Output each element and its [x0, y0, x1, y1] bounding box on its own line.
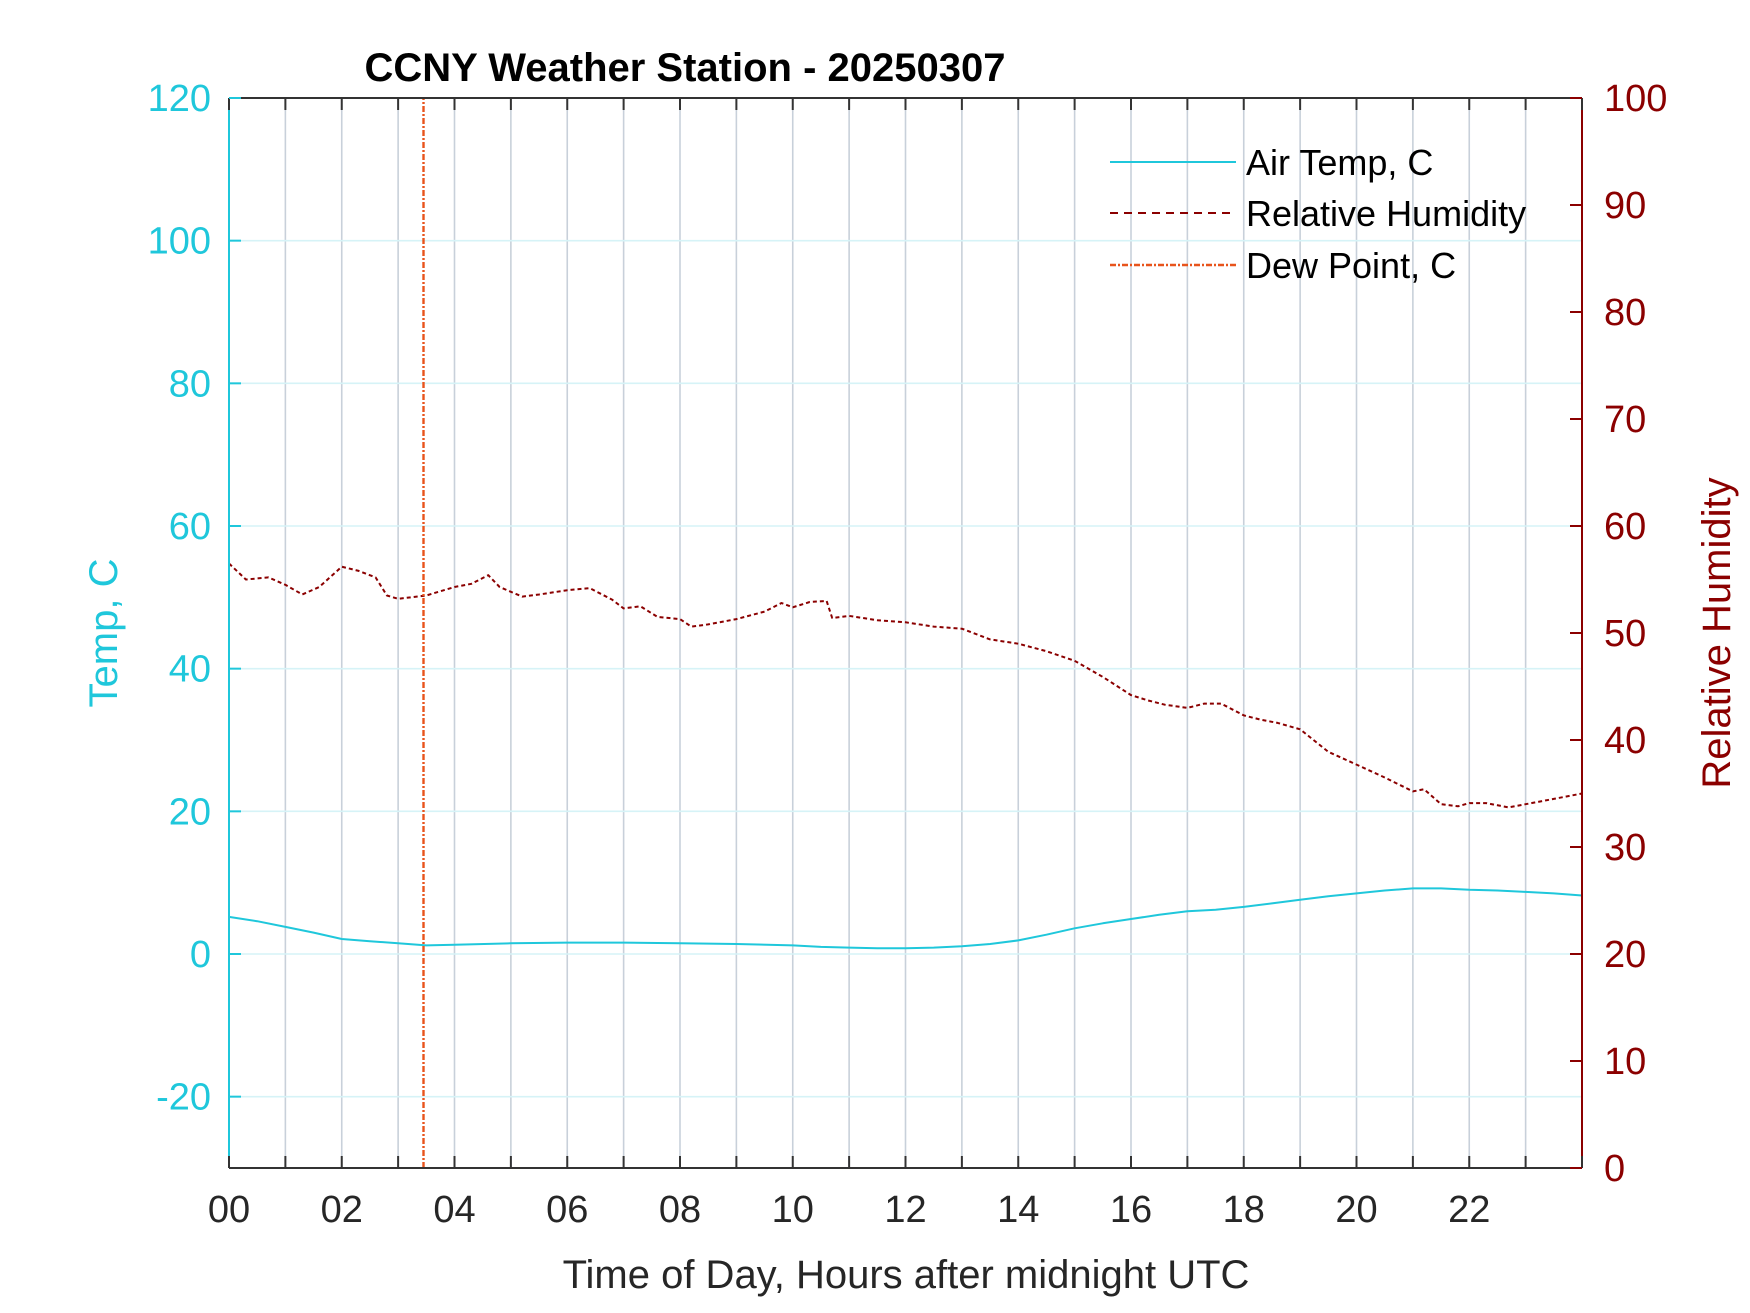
legend-label: Relative Humidity — [1246, 193, 1526, 234]
x-tick-label: 18 — [1223, 1189, 1265, 1231]
series-line-1 — [228, 562, 1583, 809]
left-tick-label: 100 — [148, 221, 211, 263]
left-tick-label: 120 — [148, 78, 211, 120]
right-tick-label: 30 — [1604, 827, 1646, 869]
right-tick-label: 10 — [1604, 1041, 1646, 1083]
right-tick-label: 0 — [1604, 1148, 1625, 1190]
chart-title: CCNY Weather Station - 20250307 — [365, 46, 1006, 90]
x-tick-label: 22 — [1448, 1189, 1490, 1231]
right-tick-label: 50 — [1604, 613, 1646, 655]
left-y-axis-label: Temp, C — [82, 559, 126, 708]
right-y-axis-label: Relative Humidity — [1695, 477, 1739, 788]
legend-label: Air Temp, C — [1246, 142, 1433, 183]
left-tick-label: 40 — [169, 649, 211, 691]
right-tick-label: 40 — [1604, 720, 1646, 762]
x-tick-label: 04 — [433, 1189, 475, 1231]
ticks-layer: 00 02 04 06 08 10 12 14 16 18 20 22-200204060801001… — [148, 78, 1668, 1231]
legend: Air Temp, C Relative Humidity Dew Point, C — [1110, 142, 1526, 286]
right-tick-label: 90 — [1604, 185, 1646, 227]
x-tick-label: 06 — [546, 1189, 588, 1231]
x-tick-label: 20 — [1335, 1189, 1377, 1231]
grid-layer — [229, 98, 1582, 1168]
left-tick-label: 80 — [169, 363, 211, 405]
x-tick-label: 16 — [1110, 1189, 1152, 1231]
x-tick-label: 08 — [659, 1189, 701, 1231]
x-tick-label: 02 — [321, 1189, 363, 1231]
right-tick-label: 60 — [1604, 506, 1646, 548]
x-tick-label: 12 — [884, 1189, 926, 1231]
right-tick-label: 80 — [1604, 292, 1646, 334]
x-tick-label: 14 — [997, 1189, 1039, 1231]
right-tick-label: 100 — [1604, 78, 1667, 120]
series-line-0 — [228, 887, 1583, 950]
legend-label: Dew Point, C — [1246, 245, 1456, 286]
x-tick-label: 00 — [208, 1189, 250, 1231]
left-tick-label: 0 — [190, 934, 211, 976]
left-tick-label: -20 — [156, 1077, 211, 1119]
left-tick-label: 60 — [169, 506, 211, 548]
right-tick-label: 70 — [1604, 399, 1646, 441]
left-tick-label: 20 — [169, 791, 211, 833]
x-axis-label: Time of Day, Hours after midnight UTC — [563, 1253, 1250, 1297]
series-layer — [228, 98, 1583, 1168]
right-tick-label: 20 — [1604, 934, 1646, 976]
x-tick-label: 10 — [772, 1189, 814, 1231]
